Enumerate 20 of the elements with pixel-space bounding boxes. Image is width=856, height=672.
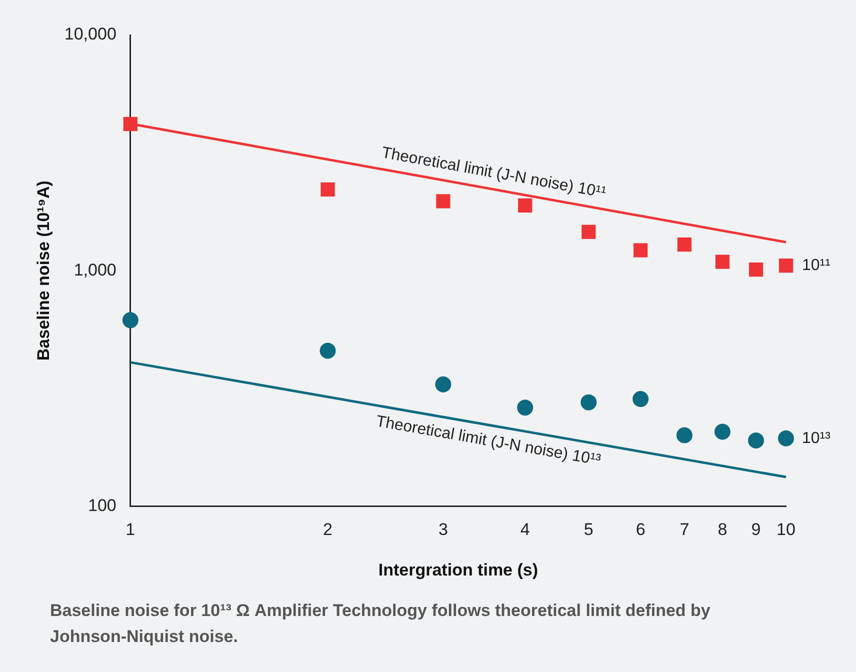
text: Theoretical limit (J-N noise) 10¹³ [374,413,602,470]
x-tick-label: 4 [520,520,530,540]
series-label: 10¹¹ [802,257,830,274]
y-tick-label: 100 [88,496,116,515]
x-tick-label: 3 [438,520,448,540]
x-tick-label: 2 [323,520,332,540]
x-tick-label: 5 [584,520,594,540]
x-tick-label: 10 [776,520,796,540]
x-tick-label: 6 [636,520,646,540]
x-tick-label: 8 [718,520,728,540]
y-tick-label: 1,000 [74,260,116,280]
x-axis-title: Intergration time (s) [378,560,538,580]
y-axis-title: Baseline noise (10¹⁹A) [34,180,53,361]
x-tick-label: 7 [680,520,690,540]
series-label: 10¹³ [802,430,832,447]
text: Theoretical limit (J-N noise) 10¹¹ [380,144,608,202]
x-tick-label: 1 [126,520,136,540]
y-tick-label: 10,000 [64,24,116,44]
x-tick-label: 9 [751,520,761,540]
text: Baseline noise for 10¹³ Ω Amplifier Technology follows theoretical limit defined by Johnson-Niquist noise. [50,600,712,648]
